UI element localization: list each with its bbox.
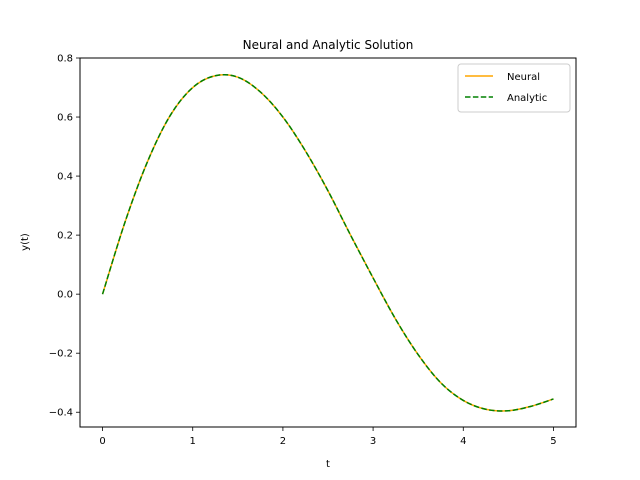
x-axis: 0 1 2 3 4 5	[99, 427, 557, 447]
y-tick-label: 0.2	[57, 231, 73, 242]
y-tick-label: 0.4	[57, 172, 73, 183]
y-tick-label: 0.8	[57, 54, 73, 65]
series-line-neural	[101, 73, 554, 412]
legend: Neural Analytic	[457, 63, 571, 113]
x-axis-label: t	[326, 459, 330, 470]
chart-title: Neural and Analytic Solution	[243, 38, 414, 52]
x-tick-label: 0	[99, 436, 105, 447]
x-tick-label: 5	[550, 436, 556, 447]
y-tick-label: −0.4	[49, 408, 73, 419]
y-axis-label: y(t)	[20, 233, 31, 251]
legend-label-analytic: Analytic	[507, 93, 547, 104]
series-line-analytic	[101, 73, 554, 412]
legend-label-neural: Neural	[507, 72, 540, 83]
plot-lines	[101, 73, 554, 412]
y-axis: −0.4 −0.2 0.0 0.2 0.4 0.6 0.8	[49, 54, 80, 419]
y-tick-label: −0.2	[49, 349, 73, 360]
y-tick-label: 0.0	[57, 290, 73, 301]
x-tick-label: 2	[280, 436, 286, 447]
y-tick-label: 0.6	[57, 113, 73, 124]
x-tick-label: 4	[460, 436, 466, 447]
x-tick-label: 3	[370, 436, 376, 447]
x-tick-label: 1	[190, 436, 196, 447]
plot-frame	[79, 57, 577, 428]
